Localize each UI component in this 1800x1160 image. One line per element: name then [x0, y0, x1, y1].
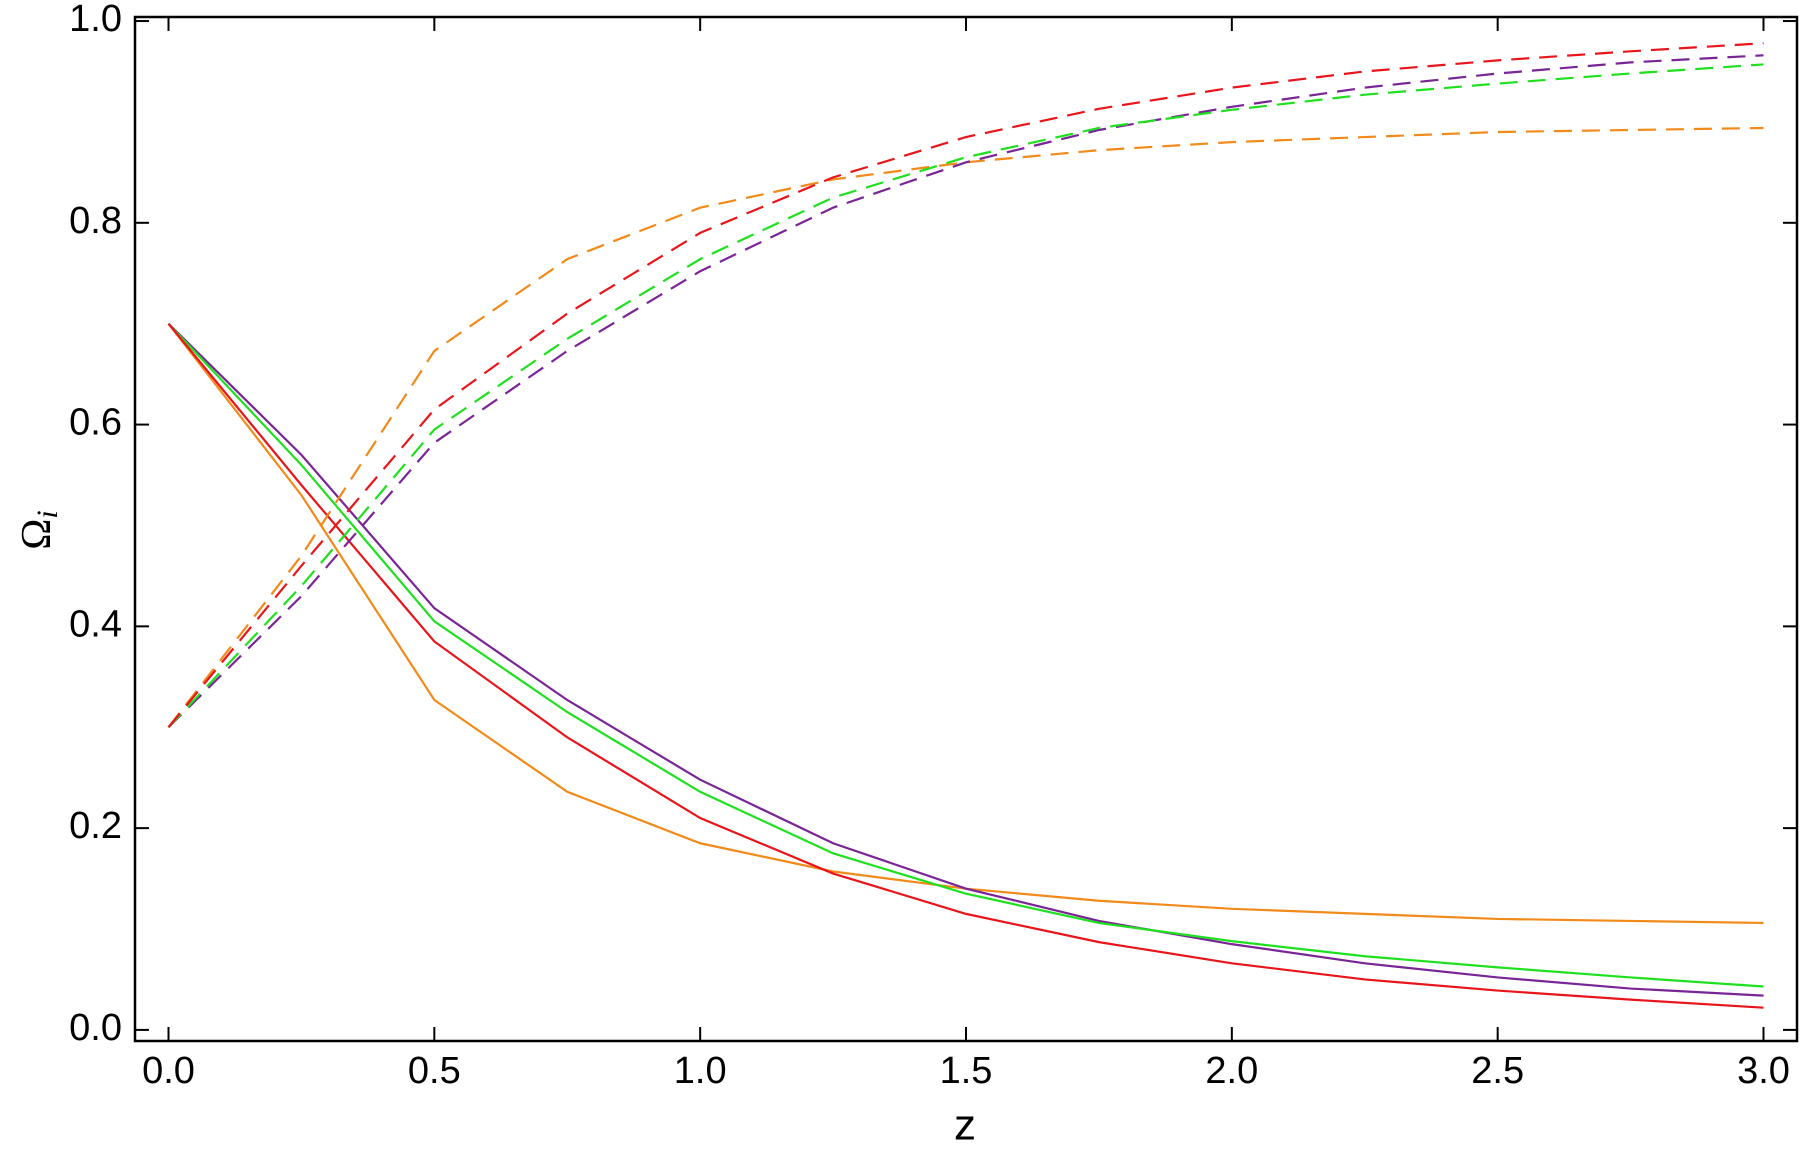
- y-tick-label: 0.2: [69, 805, 122, 847]
- y-axis-label-main: Ω: [14, 519, 60, 550]
- x-tick-label: 1.5: [940, 1050, 993, 1092]
- y-tick-label: 0.4: [69, 603, 122, 645]
- plot-frame: [133, 15, 1799, 1043]
- y-tick-label: 0.6: [69, 402, 122, 444]
- x-tick-label: 2.5: [1471, 1050, 1524, 1092]
- x-tick-label: 0.5: [408, 1050, 461, 1092]
- dashed-line: [167, 54, 1764, 729]
- dashed-line: [167, 126, 1764, 728]
- x-tick-label: 0.0: [142, 1050, 195, 1092]
- x-axis-label: z: [954, 1101, 976, 1150]
- y-tick-label: 1.0: [69, 0, 122, 40]
- x-tick-label: 3.0: [1737, 1050, 1790, 1092]
- solid-line: [167, 322, 1764, 997]
- solid-line: [167, 323, 1764, 925]
- dashed-line: [167, 42, 1764, 728]
- y-axis-label: Ωi: [14, 510, 64, 550]
- x-tick-label: 1.0: [674, 1050, 727, 1092]
- y-axis-label-subscript: i: [31, 510, 64, 518]
- solid-line: [167, 322, 1764, 1009]
- x-tick-label: 2.0: [1205, 1050, 1258, 1092]
- y-tick-label: 0.0: [69, 1007, 122, 1049]
- dashed-line: [167, 63, 1764, 728]
- y-tick-label: 0.8: [69, 200, 122, 242]
- solid-line: [167, 322, 1764, 988]
